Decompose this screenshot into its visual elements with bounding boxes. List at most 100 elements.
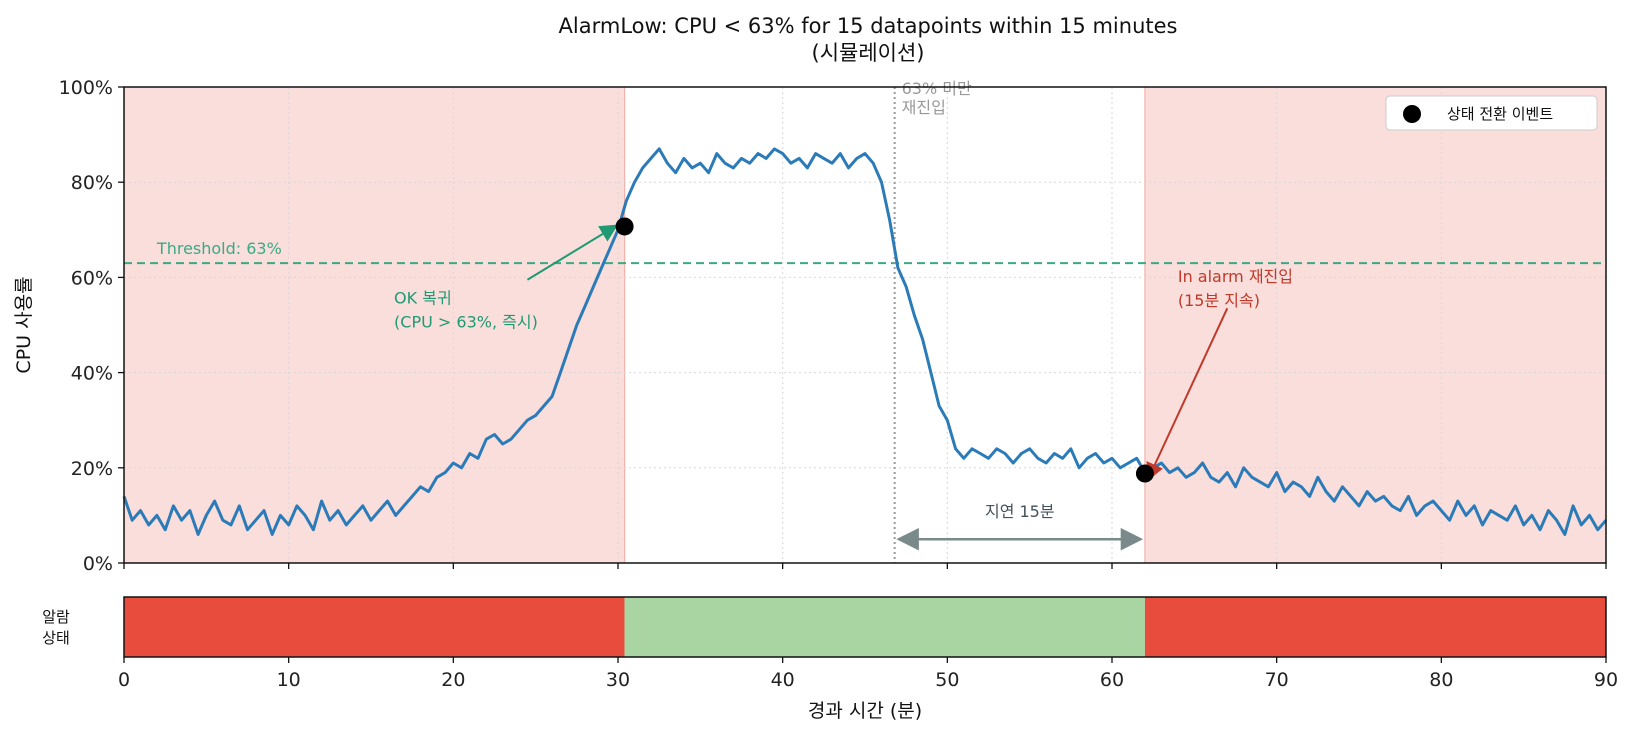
cpu-data-point: [1498, 514, 1500, 516]
cpu-data-point: [1037, 457, 1039, 459]
cpu-data-point: [1053, 452, 1055, 454]
cpu-data-point: [1399, 509, 1401, 511]
cpu-data-point: [156, 514, 158, 516]
cpu-data-point: [172, 505, 174, 507]
cpu-data-point: [222, 519, 224, 521]
cpu-data-point: [831, 162, 833, 164]
cpu-data-point: [287, 524, 289, 526]
reentry-label-line2: 재진입: [902, 98, 946, 117]
cpu-data-point: [436, 476, 438, 478]
cpu-data-point: [1070, 448, 1072, 450]
cpu-data-point: [1317, 476, 1319, 478]
cpu-data-point: [1383, 495, 1385, 497]
state-transition-event: [615, 217, 634, 236]
cpu-data-point: [864, 152, 866, 154]
cpu-data-point: [732, 167, 734, 169]
cpu-data-point: [1119, 467, 1121, 469]
cpu-data-point: [1201, 462, 1203, 464]
cpu-data-point: [1210, 476, 1212, 478]
legend: 상태 전환 이벤트: [1385, 95, 1598, 131]
cpu-data-point: [1243, 467, 1245, 469]
cpu-data-point: [543, 405, 545, 407]
plot-frame: [123, 86, 1607, 564]
cpu-data-point: [847, 167, 849, 169]
cpu-data-point: [1547, 509, 1549, 511]
cpu-data-point: [600, 267, 602, 269]
x-tick-label: 40: [771, 669, 795, 691]
cpu-data-point: [674, 171, 676, 173]
cpu-data-point: [699, 162, 701, 164]
cpu-data-point: [773, 148, 775, 150]
cpu-data-point: [856, 157, 858, 159]
cpu-data-point: [452, 462, 454, 464]
x-tick-label: 0: [118, 669, 130, 691]
delay-label: 지연 15분: [985, 502, 1055, 521]
cpu-data-point: [1572, 505, 1574, 507]
x-tick-label: 50: [935, 669, 959, 691]
cpu-data-point: [1481, 524, 1483, 526]
cpu-data-point: [510, 438, 512, 440]
cpu-data-point: [592, 286, 594, 288]
cpu-data-point: [946, 419, 948, 421]
alarm-annotation-line2: (15분 지속): [1178, 291, 1260, 310]
cpu-data-point: [1251, 476, 1253, 478]
cpu-data-point: [1490, 509, 1492, 511]
cpu-data-point: [650, 157, 652, 159]
cpu-data-point: [1325, 490, 1327, 492]
cpu-data-point: [255, 519, 257, 521]
cpu-data-point: [757, 152, 759, 154]
y-axis-label: CPU 사용률: [13, 276, 35, 373]
cpu-data-point: [1111, 457, 1113, 459]
y-tick-label: 40%: [71, 363, 113, 385]
cpu-data-point: [963, 457, 965, 459]
threshold-group: Threshold: 63%: [124, 239, 1606, 265]
cpu-data-point: [139, 509, 141, 511]
cpu-data-point: [806, 167, 808, 169]
cpu-data-point: [477, 457, 479, 459]
cpu-data-point: [979, 452, 981, 454]
cpu-data-point: [1539, 528, 1541, 530]
cpu-data-point: [1366, 490, 1368, 492]
cpu-data-point: [749, 162, 751, 164]
cpu-data-point: [1341, 486, 1343, 488]
cpu-data-point: [403, 505, 405, 507]
cpu-data-point: [1259, 481, 1261, 483]
x-tick-label: 70: [1265, 669, 1289, 691]
cpu-data-point: [1374, 500, 1376, 502]
cpu-data-point: [526, 419, 528, 421]
strip-label-line1: 알람: [42, 608, 70, 626]
state-segment-ok: [624, 597, 1145, 657]
cpu-data-point: [567, 348, 569, 350]
alarm-annotation-arrow: [1146, 307, 1229, 482]
cpu-data-point: [205, 514, 207, 516]
threshold-label: Threshold: 63%: [156, 239, 282, 258]
cpu-data-point: [329, 519, 331, 521]
cpu-data-point: [337, 509, 339, 511]
y-tick-label: 80%: [71, 172, 113, 194]
cpu-data-point: [765, 157, 767, 159]
cpu-data-point: [1522, 524, 1524, 526]
cpu-data-point: [1284, 490, 1286, 492]
y-tick-label: 20%: [71, 458, 113, 480]
ok-annotation-line2: (CPU > 63%, 즉시): [394, 312, 538, 331]
cpu-data-point: [378, 509, 380, 511]
x-axis-top: [123, 563, 1607, 569]
legend-label: 상태 전환 이벤트: [1447, 105, 1553, 123]
cpu-data-point: [1457, 500, 1459, 502]
y-tick-label: 100%: [59, 77, 113, 99]
x-tick-label: 30: [606, 669, 630, 691]
strip-label-line2: 상태: [42, 629, 70, 647]
cpu-data-point: [370, 519, 372, 521]
x-tick-label: 80: [1429, 669, 1453, 691]
cpu-data-point: [1103, 462, 1105, 464]
x-tick-label: 20: [441, 669, 465, 691]
cpu-data-point: [930, 371, 932, 373]
x-tick-label: 10: [277, 669, 301, 691]
cpu-data-point: [1415, 514, 1417, 516]
cpu-data-point: [584, 305, 586, 307]
cpu-data-point: [1094, 452, 1096, 454]
cpu-data-point: [230, 524, 232, 526]
cpu-data-point: [897, 267, 899, 269]
reentry-label-line1: 63% 미만: [902, 79, 972, 98]
